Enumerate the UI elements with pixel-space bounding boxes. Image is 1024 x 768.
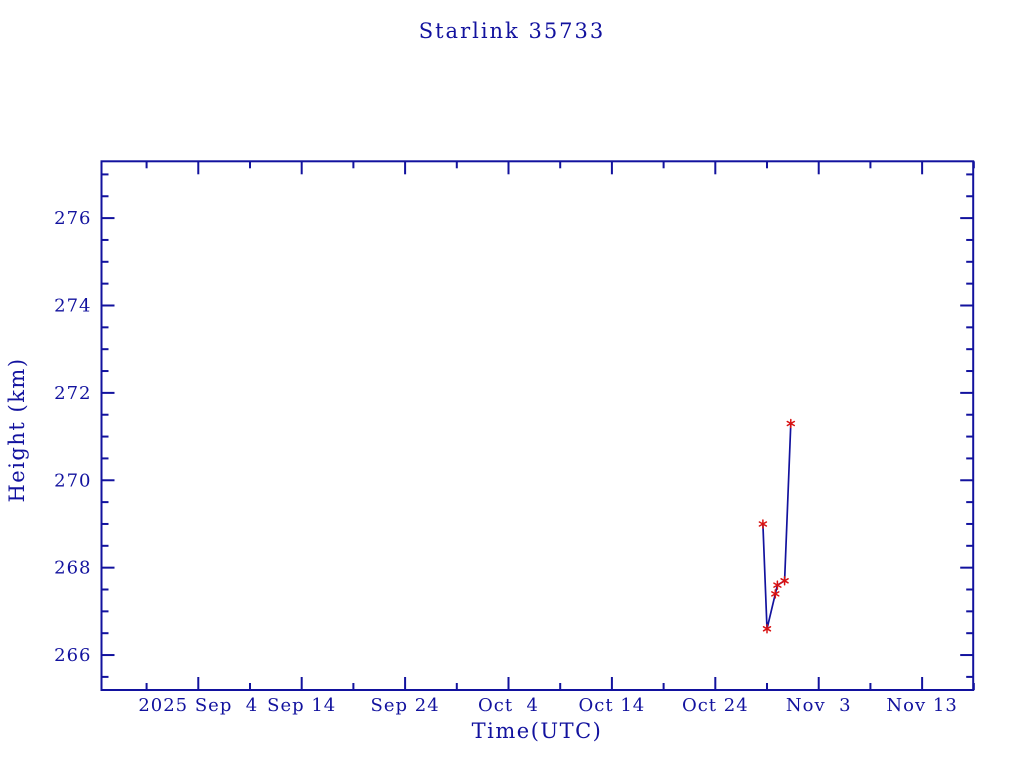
x-tick-label: Oct 24 [682, 695, 749, 716]
data-line [762, 423, 792, 630]
x-tick-label: Nov 3 [786, 695, 852, 716]
y-tick-label: 272 [54, 383, 91, 404]
x-axis-ticks: 2025 Sep 4 Sep 14 Sep 24 Oct 4 Oct 14 Oct 24 N… [138, 161, 975, 716]
x-tick-label: Nov 13 [886, 695, 957, 716]
x-axis-title: Time(UTC) [471, 719, 603, 743]
y-tick-label: 268 [54, 558, 91, 579]
chart-title: Starlink 35733 [418, 19, 606, 43]
x-tick-label: Sep 14 [267, 695, 336, 716]
y-tick-label: 276 [54, 208, 91, 229]
y-tick-label: 270 [54, 470, 91, 491]
y-axis-ticks: 266 268 270 272 274 276 [54, 173, 974, 678]
data-point-marker [780, 576, 789, 586]
data-point-marker [771, 589, 780, 599]
y-tick-label: 274 [54, 295, 91, 316]
data-point-marker [786, 418, 796, 429]
data-point-marker [773, 580, 782, 590]
data-point-marker [762, 624, 772, 634]
plot-border [100, 160, 975, 692]
data-series [758, 418, 796, 634]
x-tick-label: Sep 24 [371, 695, 440, 716]
y-tick-label: 266 [54, 645, 91, 666]
data-point-marker [758, 519, 768, 529]
x-tick-label: Oct 4 [478, 695, 539, 716]
x-tick-label: Oct 14 [579, 695, 646, 716]
x-tick-label: 2025 Sep 4 [138, 695, 258, 716]
